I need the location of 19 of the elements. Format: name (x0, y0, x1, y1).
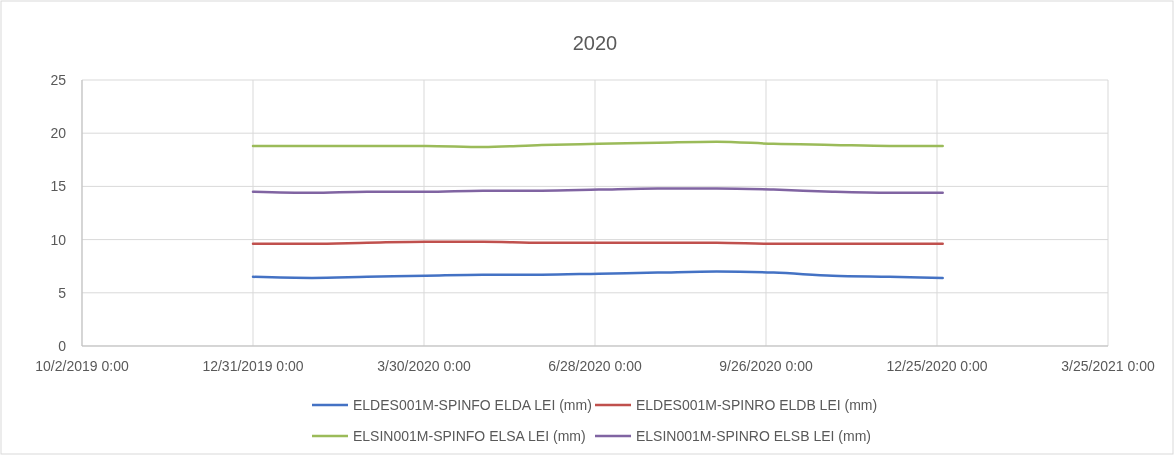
y-tick-label: 20 (50, 125, 67, 142)
x-tick-label: 10/2/2019 0:00 (35, 358, 129, 374)
x-tick-label: 3/25/2021 0:00 (1061, 358, 1155, 374)
x-tick-label: 12/31/2019 0:00 (202, 358, 304, 374)
y-tick-label: 5 (58, 284, 67, 301)
x-tick-label: 12/25/2020 0:00 (886, 358, 988, 374)
y-tick-label: 0 (58, 337, 67, 354)
legend-label: ELDES001M-SPINFO ELDA LEI (mm) (353, 396, 592, 413)
y-tick-label: 15 (50, 178, 67, 195)
line-series (251, 270, 944, 280)
legend-label: ELDES001M-SPINRO ELDB LEI (mm) (636, 396, 878, 413)
legend-label: ELSIN001M-SPINRO ELSB LEI (mm) (636, 427, 871, 444)
x-tick-label: 3/30/2020 0:00 (377, 358, 471, 374)
y-tick-label: 10 (50, 231, 67, 248)
y-tick-label: 25 (50, 71, 67, 88)
chart-title: 2020 (572, 32, 618, 54)
legend-label: ELSIN001M-SPINFO ELSA LEI (mm) (353, 427, 586, 444)
x-tick-label: 6/28/2020 0:00 (548, 358, 642, 374)
x-tick-label: 9/26/2020 0:00 (719, 358, 813, 374)
